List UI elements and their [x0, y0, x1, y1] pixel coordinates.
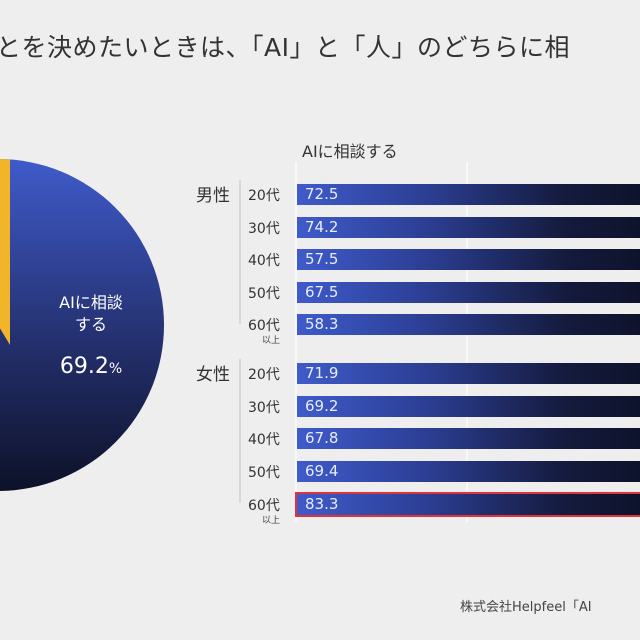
- pie-value-unit: %: [108, 361, 123, 377]
- category-label: 40代: [248, 253, 280, 269]
- bar: 69.4: [297, 461, 640, 482]
- bar: 67.5: [297, 282, 640, 303]
- pie-label-line1: AIに相談: [59, 293, 123, 312]
- category-label: 60代: [248, 498, 280, 514]
- bar-value-label: 74.2: [305, 218, 339, 236]
- category-label: 50代: [248, 286, 280, 302]
- group-divider: [239, 180, 241, 324]
- bar-value-label: 83.3: [305, 495, 339, 513]
- bar-value-label: 67.5: [305, 283, 339, 301]
- category-label: 30代: [248, 400, 280, 416]
- bar: 72.5: [297, 184, 640, 205]
- category-label: 60代: [248, 318, 280, 334]
- bar-value-label: 67.8: [305, 429, 339, 447]
- category-label: 20代: [248, 188, 280, 204]
- category-label: 30代: [248, 221, 280, 237]
- bar-value-label: 69.4: [305, 462, 339, 480]
- bar: 71.9: [297, 363, 640, 384]
- category-label: 50代: [248, 465, 280, 481]
- bar: 69.2: [297, 396, 640, 417]
- pie-value: 69.2%: [36, 354, 146, 379]
- bar-value-label: 71.9: [305, 364, 339, 382]
- bar: 74.2: [297, 217, 640, 238]
- gridline: [295, 162, 297, 522]
- group-label: 女性: [196, 365, 230, 385]
- pie-slice-ai: [0, 159, 164, 491]
- source-credit: 株式会社Helpfeel「AI: [460, 600, 592, 615]
- pie-label-line2: する: [74, 315, 107, 334]
- bar-legend: AIに相談する: [302, 142, 398, 161]
- pie-slice-human: [0, 159, 10, 345]
- group-label: 男性: [196, 186, 230, 206]
- category-sublabel: 以上: [262, 336, 281, 346]
- bar: 58.3: [297, 314, 640, 335]
- gridline: [466, 162, 468, 522]
- bar: 57.5: [297, 249, 640, 270]
- category-sublabel: 以上: [262, 516, 281, 526]
- bar: 67.8: [297, 428, 640, 449]
- group-divider: [239, 359, 241, 503]
- bar-value-label: 57.5: [305, 250, 339, 268]
- bar-value-label: 72.5: [305, 185, 339, 203]
- bar-value-label: 69.2: [305, 397, 339, 415]
- bar-value-label: 58.3: [305, 315, 339, 333]
- pie-value-number: 69.2: [59, 354, 109, 379]
- category-label: 40代: [248, 432, 280, 448]
- bar: 83.3: [295, 492, 640, 517]
- chart-title: とを決めたいときは、「AI」と「人」のどちらに相: [0, 33, 570, 62]
- category-label: 20代: [248, 367, 280, 383]
